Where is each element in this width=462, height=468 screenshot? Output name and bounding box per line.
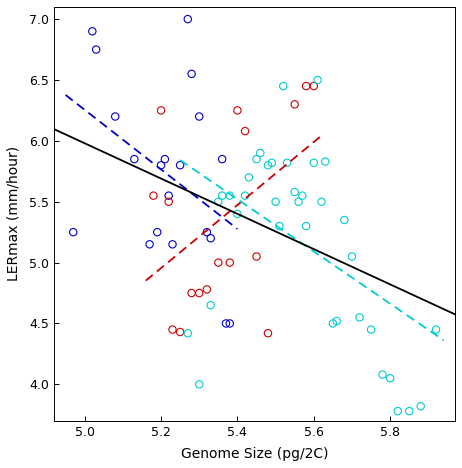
Point [245, 174, 253, 181]
Point [253, 155, 260, 163]
Point [295, 198, 302, 205]
Point [322, 158, 329, 165]
Point [195, 380, 203, 388]
Point [195, 289, 203, 297]
Point [303, 82, 310, 90]
Point [394, 407, 401, 415]
Point [276, 222, 283, 230]
Point [150, 192, 157, 199]
Point [184, 329, 191, 337]
Point [241, 192, 249, 199]
Point [215, 259, 222, 266]
Point [283, 159, 291, 167]
Point [146, 241, 153, 248]
Point [176, 328, 184, 336]
Point [92, 46, 100, 53]
Point [169, 326, 176, 333]
Point [234, 210, 241, 218]
Point [176, 161, 184, 169]
Point [207, 301, 214, 309]
Point [111, 113, 119, 120]
Point [379, 371, 386, 378]
Point [165, 192, 172, 199]
Point [158, 107, 165, 114]
Point [367, 326, 375, 333]
Point [291, 188, 298, 196]
Point [268, 159, 275, 167]
Point [158, 161, 165, 169]
Point [226, 320, 233, 327]
Point [234, 107, 241, 114]
Y-axis label: LERmax (mm/hour): LERmax (mm/hour) [7, 146, 21, 281]
Point [329, 320, 337, 327]
Point [195, 113, 203, 120]
Point [432, 326, 440, 333]
Point [165, 198, 172, 205]
Point [280, 82, 287, 90]
Point [153, 228, 161, 236]
Point [226, 192, 233, 199]
Point [226, 259, 233, 266]
Point [356, 314, 363, 321]
Point [89, 28, 96, 35]
X-axis label: Genome Size (pg/2C): Genome Size (pg/2C) [181, 447, 328, 461]
Point [272, 198, 280, 205]
Point [417, 402, 425, 410]
Point [406, 407, 413, 415]
Point [169, 241, 176, 248]
Point [291, 101, 298, 108]
Point [310, 159, 317, 167]
Point [241, 127, 249, 135]
Point [333, 317, 340, 325]
Point [161, 155, 169, 163]
Point [256, 149, 264, 157]
Point [222, 320, 230, 327]
Point [386, 374, 394, 382]
Point [303, 222, 310, 230]
Point [70, 228, 77, 236]
Point [203, 285, 211, 293]
Point [314, 76, 321, 84]
Point [264, 161, 272, 169]
Point [253, 253, 260, 260]
Point [215, 198, 222, 205]
Point [219, 155, 226, 163]
Point [298, 192, 306, 199]
Point [340, 216, 348, 224]
Point [318, 198, 325, 205]
Point [264, 329, 272, 337]
Point [188, 289, 195, 297]
Point [310, 82, 317, 90]
Point [219, 192, 226, 199]
Point [348, 253, 356, 260]
Point [203, 228, 211, 236]
Point [207, 234, 214, 242]
Point [184, 15, 191, 23]
Point [188, 70, 195, 78]
Point [131, 155, 138, 163]
